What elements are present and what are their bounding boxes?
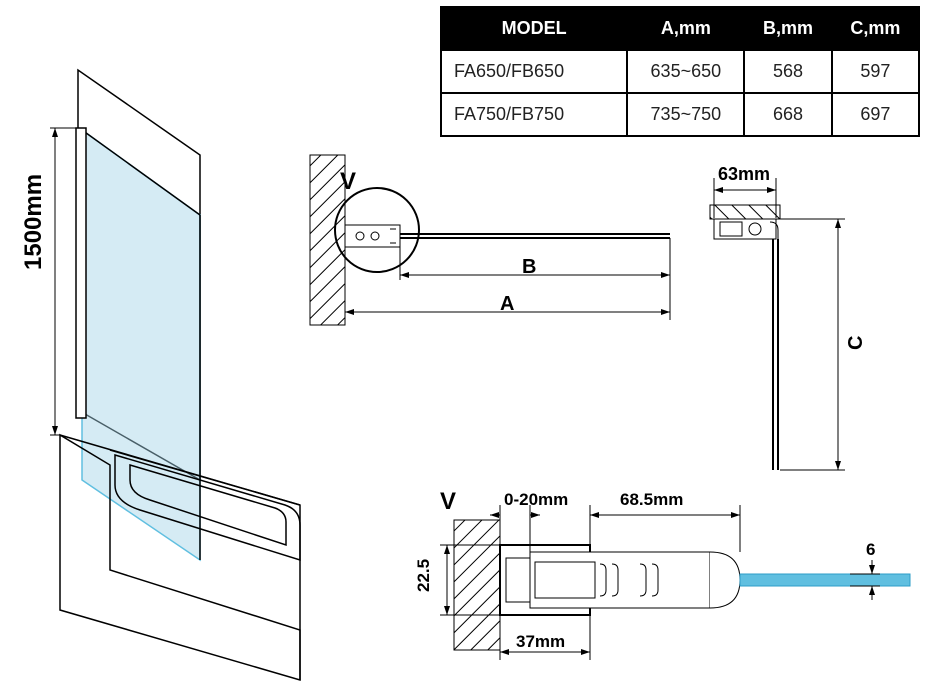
dim-685-label: 68.5mm <box>620 490 683 510</box>
col-a: A,mm <box>627 7 744 50</box>
dim-height-label: 1500mm <box>20 174 48 270</box>
dim-37-label: 37mm <box>516 632 565 652</box>
detail-v-title: V <box>440 488 456 516</box>
cell-a: 735~750 <box>627 93 744 136</box>
dim-63-label: 63mm <box>718 164 770 185</box>
detail-v <box>440 505 910 660</box>
detail-marker-v: V <box>340 168 356 196</box>
cell-c: 597 <box>832 50 919 93</box>
side-view <box>710 178 845 470</box>
cell-c: 697 <box>832 93 919 136</box>
dim-0-20-label: 0-20mm <box>504 490 568 510</box>
dim-c-label: C <box>845 336 868 350</box>
dim-1500 <box>50 128 78 435</box>
cell-b: 568 <box>744 50 831 93</box>
cell-a: 635~650 <box>627 50 744 93</box>
col-model: MODEL <box>441 7 627 50</box>
dim-225-label: 22.5 <box>414 559 434 592</box>
cell-model: FA650/FB650 <box>441 50 627 93</box>
cell-model: FA750/FB750 <box>441 93 627 136</box>
plan-view <box>310 155 670 325</box>
col-c: C,mm <box>832 7 919 50</box>
table-row: FA750/FB750 735~750 668 697 <box>441 93 919 136</box>
dim-a-label: A <box>500 293 514 316</box>
col-b: B,mm <box>744 7 831 50</box>
spec-table: MODEL A,mm B,mm C,mm FA650/FB650 635~650… <box>440 6 920 137</box>
dim-b-label: B <box>522 256 536 279</box>
cell-b: 668 <box>744 93 831 136</box>
dim-6-label: 6 <box>866 540 875 560</box>
table-row: FA650/FB650 635~650 568 597 <box>441 50 919 93</box>
iso-view <box>60 70 300 680</box>
